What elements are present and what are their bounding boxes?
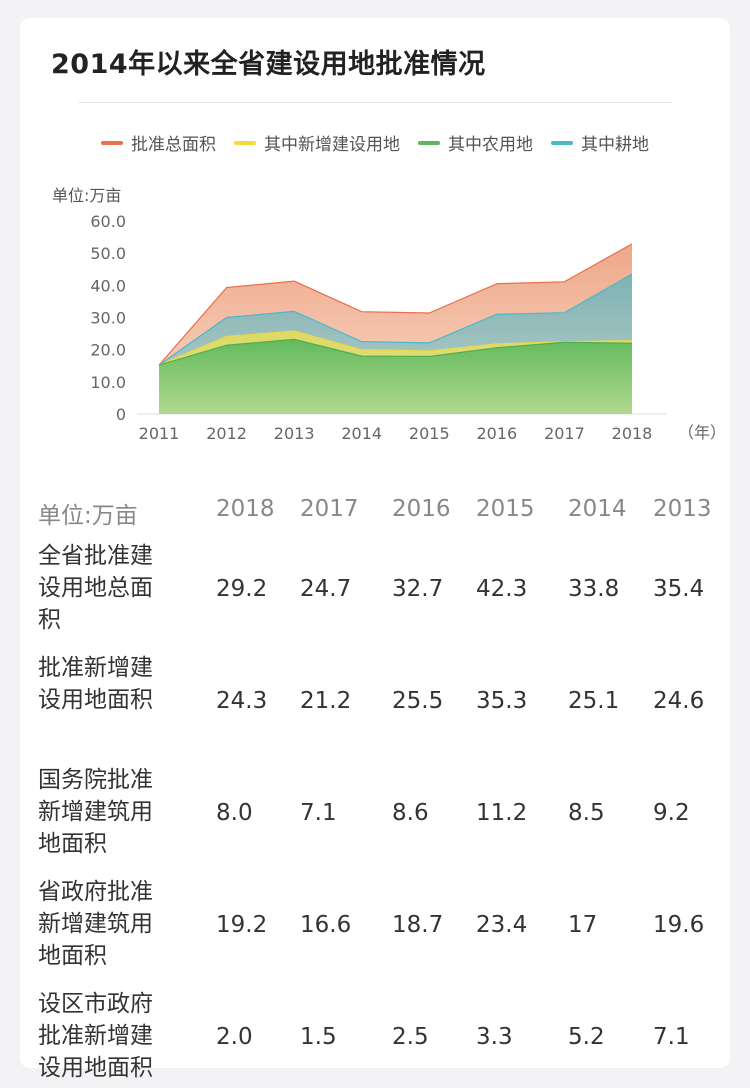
area-total-line: [158, 243, 633, 366]
table-cell: 8.6: [392, 800, 429, 826]
x-tick-label: 2018: [612, 424, 653, 443]
table-cell: 24.7: [300, 576, 352, 602]
table-cell: 1.5: [300, 1024, 337, 1050]
chart-unit-label: 单位:万亩: [52, 186, 122, 205]
table-cell: 2.5: [392, 1024, 429, 1050]
y-tick-label: 0: [116, 405, 126, 424]
y-tick-label: 10.0: [90, 373, 126, 392]
table-cell: 42.3: [476, 576, 528, 602]
table-cell: 24.6: [653, 688, 705, 714]
x-tick-label: 2017: [544, 424, 585, 443]
y-tick-label: 30.0: [90, 309, 126, 328]
y-tick-label: 40.0: [90, 276, 126, 295]
table-cell: 24.3: [216, 688, 268, 714]
table-cell: 2.0: [216, 1024, 253, 1050]
chart-legend: 批准总面积 其中新增建设用地 其中农用地 其中耕地: [20, 130, 730, 155]
table-cell: 25.5: [392, 688, 444, 714]
table-row: 设区市政府批准新增建设用地面积 2.0 1.5 2.5 3.3 5.2 7.1: [20, 988, 730, 1088]
table-cell: 16.6: [300, 912, 352, 938]
table-row-label: 省政府批准新增建筑用地面积: [38, 879, 153, 969]
area-cultivated-line: [158, 273, 633, 366]
table-row-label: 全省批准建设用地总面积: [38, 543, 153, 633]
legend-item-farmland[interactable]: 其中农用地: [418, 130, 533, 155]
area-chart: 0 10.0 20.0 30.0 40.0 50.0 60.0 2011 2012 2013 201…: [90, 212, 726, 443]
table-header-year: 2018: [216, 496, 275, 522]
table-row: 全省批准建设用地总面积 29.2 24.7 32.7 42.3 33.8 35.4: [20, 540, 730, 640]
table-cell: 17: [568, 912, 598, 938]
table-row-label: 国务院批准新增建筑用地面积: [38, 767, 153, 857]
table-cell: 5.2: [568, 1024, 605, 1050]
legend-item-new-construction[interactable]: 其中新增建设用地: [234, 130, 400, 155]
table-row-label: 批准新增建设用地面积: [38, 655, 153, 713]
table-cell: 35.4: [653, 576, 705, 602]
y-tick-label: 20.0: [90, 341, 126, 360]
table-header-year: 2013: [653, 496, 712, 522]
table-header-year: 2014: [568, 496, 627, 522]
y-tick-label: 50.0: [90, 244, 126, 263]
area-farmland: [159, 339, 632, 414]
legend-swatch-new-construction: [234, 140, 256, 145]
table-cell: 23.4: [476, 912, 528, 938]
table-cell: 25.1: [568, 688, 620, 714]
table-row: 批准新增建设用地面积 24.3 21.2 25.5 35.3 25.1 24.6: [20, 652, 730, 752]
x-tick-label: 2016: [476, 424, 517, 443]
legend-label-cultivated: 其中耕地: [581, 135, 649, 155]
table-header-year: 2015: [476, 496, 535, 522]
table-cell: 7.1: [653, 1024, 690, 1050]
legend-label-new-construction: 其中新增建设用地: [264, 135, 400, 155]
table-header-year: 2017: [300, 496, 359, 522]
x-tick-label: 2011: [139, 424, 180, 443]
x-tick-label: 2014: [341, 424, 382, 443]
table-unit-label: 单位:万亩: [38, 503, 138, 529]
table-cell: 19.6: [653, 912, 705, 938]
area-farmland-line: [158, 338, 633, 366]
legend-item-cultivated[interactable]: 其中耕地: [551, 130, 649, 155]
table-cell: 18.7: [392, 912, 444, 938]
legend-swatch-cultivated: [551, 140, 573, 145]
table-row: 省政府批准新增建筑用地面积 19.2 16.6 18.7 23.4 17 19.6: [20, 876, 730, 976]
table-header-row: 单位:万亩 2018 2017 2016 2015 2014 2013: [20, 496, 730, 532]
table-cell: 3.3: [476, 1024, 513, 1050]
page-title: 2014年以来全省建设用地批准情况: [51, 49, 486, 80]
x-axis-unit: （年）: [678, 423, 726, 442]
x-tick-label: 2013: [274, 424, 315, 443]
table-cell: 33.8: [568, 576, 620, 602]
title-divider: [78, 102, 672, 103]
x-tick-label: 2012: [206, 424, 247, 443]
chart-card: 2014年以来全省建设用地批准情况 批准总面积 其中新增建设用地 其中农用地 其…: [20, 18, 730, 1081]
table-cell: 7.1: [300, 800, 337, 826]
table-cell: 35.3: [476, 688, 528, 714]
table-cell: 11.2: [476, 800, 528, 826]
table-row-label: 设区市政府批准新增建设用地面积: [38, 991, 153, 1081]
x-tick-label: 2015: [409, 424, 450, 443]
table-cell: 29.2: [216, 576, 268, 602]
table-cell: 19.2: [216, 912, 268, 938]
legend-label-total: 批准总面积: [131, 135, 216, 155]
table-cell: 8.5: [568, 800, 605, 826]
table-cell: 8.0: [216, 800, 253, 826]
legend-item-total[interactable]: 批准总面积: [101, 130, 216, 155]
table-header-year: 2016: [392, 496, 451, 522]
y-tick-label: 60.0: [90, 212, 126, 231]
legend-swatch-farmland: [418, 140, 440, 145]
legend-swatch-total: [101, 140, 123, 145]
table-cell: 9.2: [653, 800, 690, 826]
legend-label-farmland: 其中农用地: [448, 135, 533, 155]
area-new-construction-line: [158, 330, 633, 366]
table-cell: 21.2: [300, 688, 352, 714]
table-cell: 32.7: [392, 576, 444, 602]
table-row: 国务院批准新增建筑用地面积 8.0 7.1 8.6 11.2 8.5 9.2: [20, 764, 730, 864]
